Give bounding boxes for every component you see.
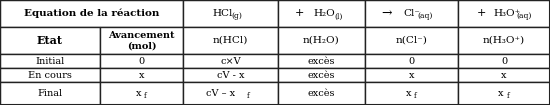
Bar bbox=[0, 82, 100, 105]
Bar bbox=[183, 27, 278, 54]
Bar bbox=[183, 0, 278, 27]
Text: excès: excès bbox=[308, 56, 336, 66]
Text: cV – x: cV – x bbox=[206, 89, 235, 98]
Bar bbox=[100, 27, 183, 54]
Text: Cl⁻: Cl⁻ bbox=[403, 9, 420, 18]
Bar bbox=[0, 27, 100, 54]
Bar bbox=[458, 82, 550, 105]
Text: f: f bbox=[144, 92, 147, 100]
Text: Avancement
(mol): Avancement (mol) bbox=[108, 31, 175, 50]
Bar bbox=[278, 27, 365, 54]
Text: En cours: En cours bbox=[28, 70, 72, 79]
Bar bbox=[365, 27, 458, 54]
Bar bbox=[0, 0, 183, 27]
Text: Equation de la réaction: Equation de la réaction bbox=[24, 9, 159, 18]
Text: n(H₂O): n(H₂O) bbox=[303, 36, 340, 45]
Text: f: f bbox=[247, 92, 250, 100]
Bar bbox=[365, 54, 458, 68]
Bar bbox=[458, 54, 550, 68]
Text: (aq): (aq) bbox=[516, 12, 532, 20]
Bar bbox=[365, 0, 458, 27]
Bar bbox=[100, 82, 183, 105]
Text: cV - x: cV - x bbox=[217, 70, 244, 79]
Text: (l): (l) bbox=[334, 12, 343, 20]
Text: f: f bbox=[507, 92, 509, 100]
Text: f: f bbox=[414, 92, 417, 100]
Text: x: x bbox=[406, 89, 411, 98]
Text: excès: excès bbox=[308, 70, 336, 79]
Text: x: x bbox=[498, 89, 504, 98]
Text: excès: excès bbox=[308, 89, 336, 98]
Bar bbox=[183, 68, 278, 82]
Text: H₂O: H₂O bbox=[314, 9, 336, 18]
Text: HCl: HCl bbox=[212, 9, 233, 18]
Bar bbox=[365, 82, 458, 105]
Text: n(HCl): n(HCl) bbox=[213, 36, 248, 45]
Text: c×V: c×V bbox=[220, 56, 241, 66]
Text: x: x bbox=[501, 70, 507, 79]
Text: x: x bbox=[139, 70, 144, 79]
Text: Final: Final bbox=[37, 89, 63, 98]
Text: (g): (g) bbox=[231, 12, 242, 20]
Bar bbox=[278, 82, 365, 105]
Bar bbox=[365, 68, 458, 82]
Bar bbox=[183, 82, 278, 105]
Bar bbox=[458, 68, 550, 82]
Bar bbox=[278, 0, 365, 27]
Bar bbox=[183, 54, 278, 68]
Text: x: x bbox=[136, 89, 141, 98]
Text: 0: 0 bbox=[139, 56, 145, 66]
Text: Etat: Etat bbox=[37, 35, 63, 46]
Text: n(Cl⁻): n(Cl⁻) bbox=[395, 36, 427, 45]
Text: H₃O⁺: H₃O⁺ bbox=[493, 9, 520, 18]
Bar bbox=[278, 54, 365, 68]
Bar bbox=[458, 0, 550, 27]
Bar bbox=[100, 68, 183, 82]
Bar bbox=[0, 68, 100, 82]
Bar bbox=[100, 54, 183, 68]
Text: +: + bbox=[295, 9, 304, 18]
Bar bbox=[458, 27, 550, 54]
Text: 0: 0 bbox=[409, 56, 415, 66]
Text: x: x bbox=[409, 70, 414, 79]
Text: n(H₃O⁺): n(H₃O⁺) bbox=[483, 36, 525, 45]
Text: →: → bbox=[381, 7, 392, 20]
Text: (aq): (aq) bbox=[418, 12, 433, 20]
Bar bbox=[278, 68, 365, 82]
Text: Initial: Initial bbox=[35, 56, 65, 66]
Text: +: + bbox=[476, 9, 486, 18]
Text: 0: 0 bbox=[501, 56, 507, 66]
Bar bbox=[0, 54, 100, 68]
